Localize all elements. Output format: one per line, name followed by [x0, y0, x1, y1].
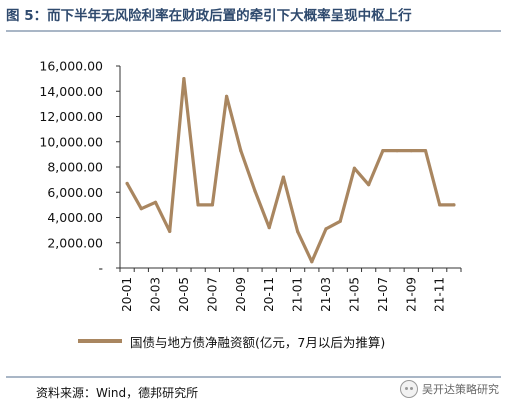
x-tick-label: 20-05 [177, 277, 191, 312]
x-tick-label: 21-07 [376, 277, 390, 312]
x-tick-label: 20-01 [120, 277, 134, 312]
page-title: 图 5：而下半年无风险利率在财政后置的牵引下大概率呈现中枢上行 [6, 8, 412, 24]
data-point [267, 226, 271, 230]
data-point [338, 219, 342, 223]
data-point [367, 183, 371, 187]
y-tick-label: 14,000.00 [39, 84, 103, 99]
legend-swatch [78, 339, 122, 343]
source-note: 资料来源：Wind，德邦研究所 [36, 386, 199, 400]
y-tick-label: - [98, 261, 103, 276]
data-point [352, 166, 357, 170]
watermark: 吴开达策略研究 [400, 380, 499, 398]
legend-label: 国债与地方债净融资额(亿元，7月以后为推算) [130, 334, 386, 350]
x-tick-label: 21-05 [347, 277, 361, 312]
data-point [125, 181, 129, 186]
data-point [253, 189, 257, 193]
x-tick-label: 21-11 [433, 277, 447, 312]
data-point [452, 203, 456, 207]
x-tick-label: 20-07 [205, 277, 219, 312]
data-point [168, 229, 172, 233]
y-tick-label: 12,000.00 [39, 109, 103, 124]
data-point [239, 148, 243, 153]
data-point [153, 200, 158, 204]
x-tick-label: 21-01 [291, 277, 305, 312]
y-tick-label: 4,000.00 [47, 210, 103, 225]
data-point [296, 229, 300, 233]
x-tick-label: 21-03 [319, 277, 333, 312]
y-tick-label: 6,000.00 [47, 185, 103, 200]
data-point [310, 260, 314, 264]
line-chart: - 2,000.00 4,000.00 6,000.00 8,000.00 10,000.… [39, 59, 462, 312]
data-point [139, 207, 143, 211]
x-tick-label: 20-11 [262, 277, 276, 312]
data-point [324, 227, 328, 231]
data-point [423, 148, 428, 153]
wechat-icon [400, 380, 418, 398]
y-tick-label: 10,000.00 [39, 134, 103, 149]
data-point [281, 175, 285, 179]
data-point [438, 203, 442, 207]
data-point [210, 203, 214, 207]
x-tick-label: 21-09 [404, 277, 418, 312]
y-tick-label: 2,000.00 [47, 235, 103, 250]
x-tick-label: 20-03 [149, 277, 163, 312]
data-point [381, 148, 385, 153]
y-tick-label: 16,000.00 [39, 59, 103, 74]
x-tick-label: 20-09 [234, 277, 248, 312]
y-tick-label: 8,000.00 [47, 160, 103, 175]
title-divider [6, 30, 501, 32]
data-point [409, 148, 413, 153]
watermark-text: 吴开达策略研究 [422, 383, 499, 396]
series-line [125, 76, 456, 264]
footer-divider [6, 376, 501, 378]
data-point [182, 77, 186, 81]
chart-legend: 国债与地方债净融资额(亿元，7月以后为推算) [78, 329, 385, 353]
data-point [196, 203, 200, 207]
data-point [224, 94, 229, 98]
data-point [395, 148, 399, 153]
